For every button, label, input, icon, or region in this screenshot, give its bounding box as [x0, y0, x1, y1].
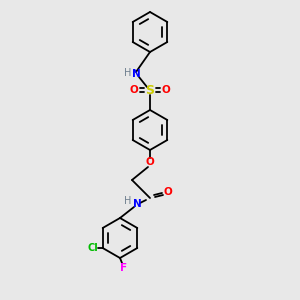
Text: O: O: [130, 85, 138, 95]
Text: S: S: [146, 83, 154, 97]
Text: O: O: [162, 85, 170, 95]
Text: H: H: [124, 68, 132, 78]
Text: O: O: [164, 187, 172, 197]
Text: H: H: [124, 196, 132, 206]
Text: O: O: [146, 157, 154, 167]
Text: F: F: [120, 263, 128, 273]
Text: Cl: Cl: [87, 243, 98, 253]
Text: N: N: [133, 199, 141, 209]
Text: N: N: [132, 69, 140, 79]
